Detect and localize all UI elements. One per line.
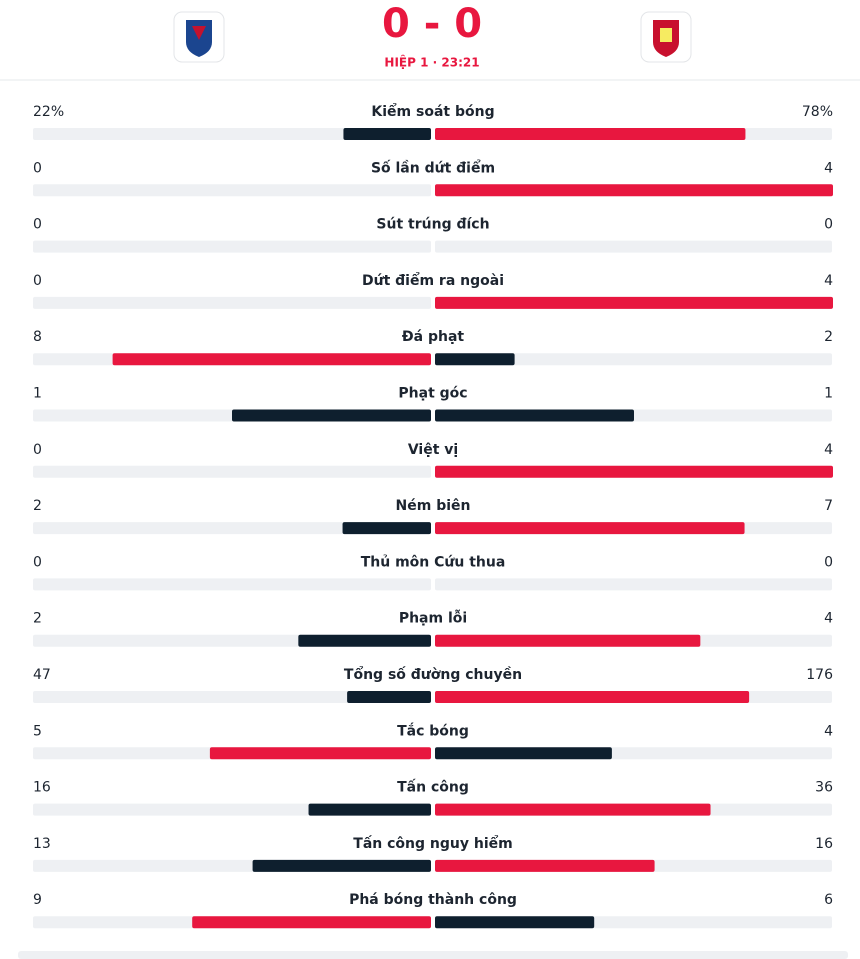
away-value: 4 xyxy=(824,160,833,176)
away-value: 16 xyxy=(815,836,833,852)
home-value: 1 xyxy=(33,386,42,402)
stat-label: Kiểm soát bóng xyxy=(371,103,494,120)
away-bar xyxy=(435,859,655,872)
away-bar xyxy=(435,128,746,140)
away-value: 2 xyxy=(824,329,833,345)
home-value: 0 xyxy=(33,554,42,570)
away-bar xyxy=(435,184,833,197)
stat-label: Dứt điểm ra ngoài xyxy=(362,272,504,289)
home-value: 5 xyxy=(33,723,42,739)
bar-track xyxy=(33,691,431,703)
bar-track xyxy=(435,240,832,253)
away-bar xyxy=(435,465,833,478)
home-bar xyxy=(252,859,431,872)
home-value: 13 xyxy=(33,836,51,852)
stat-label: Tấn công nguy hiểm xyxy=(353,835,512,852)
away-value: 36 xyxy=(815,780,833,796)
home-bar xyxy=(308,803,431,816)
home-value: 0 xyxy=(33,160,42,176)
bar-track xyxy=(33,128,431,140)
logo-mark xyxy=(192,26,206,40)
away-bar xyxy=(435,353,515,366)
stat-label: Đá phạt xyxy=(402,329,464,345)
stat-label: Phạm lỗi xyxy=(399,610,467,627)
away-bar xyxy=(435,803,711,816)
home-bar xyxy=(232,409,431,422)
away-value: 6 xyxy=(824,892,833,908)
away-bar xyxy=(435,916,595,929)
away-bar xyxy=(435,522,745,535)
away-value: 4 xyxy=(824,273,833,289)
home-value: 0 xyxy=(33,273,42,289)
away-bar xyxy=(435,634,701,647)
bar-track xyxy=(33,465,431,478)
match-period: HIỆP 1 · 23:21 xyxy=(384,55,479,70)
home-value: 2 xyxy=(33,498,42,514)
home-bar xyxy=(209,747,431,760)
logo-mark xyxy=(660,28,672,42)
away-value: 1 xyxy=(824,386,833,402)
home-value: 0 xyxy=(33,217,42,233)
home-value: 0 xyxy=(33,442,42,458)
home-value: 8 xyxy=(33,329,42,345)
away-value: 4 xyxy=(824,611,833,627)
away-value: 0 xyxy=(824,554,833,570)
stat-label: Việt vị xyxy=(408,442,458,458)
score: 0 - 0 xyxy=(382,1,482,47)
bar-track xyxy=(33,184,431,197)
stat-label: Số lần dứt điểm xyxy=(371,159,495,176)
home-bar xyxy=(298,634,431,647)
bar-track xyxy=(435,353,832,366)
away-value: 78% xyxy=(802,104,833,120)
stat-label: Phạt góc xyxy=(398,386,467,402)
home-value: 16 xyxy=(33,780,51,796)
away-value: 176 xyxy=(806,667,833,683)
away-value: 7 xyxy=(824,498,833,514)
bar-track xyxy=(33,240,431,253)
stat-label: Phá bóng thành công xyxy=(349,892,517,908)
away-value: 0 xyxy=(824,217,833,233)
stat-label: Tấn công xyxy=(397,779,469,796)
home-bar xyxy=(342,522,431,535)
home-logo[interactable] xyxy=(173,11,225,63)
home-value: 2 xyxy=(33,611,42,627)
header-bg xyxy=(0,0,860,80)
stat-label: Ném biên xyxy=(396,498,471,514)
home-bar xyxy=(343,128,431,140)
bar-track xyxy=(33,578,431,591)
home-value: 22% xyxy=(33,104,64,120)
bar-track xyxy=(33,296,431,309)
home-bar xyxy=(192,916,431,929)
away-bar xyxy=(435,409,634,422)
away-bar xyxy=(435,691,750,703)
bar-track xyxy=(33,522,431,535)
stat-label: Tổng số đường chuyền xyxy=(344,666,522,683)
stat-label: Thủ môn Cứu thua xyxy=(361,554,506,570)
home-bar xyxy=(347,691,431,703)
bar-track xyxy=(435,578,832,591)
away-value: 4 xyxy=(824,723,833,739)
away-logo[interactable] xyxy=(640,11,692,63)
home-value: 47 xyxy=(33,667,51,683)
footer-strip xyxy=(18,951,848,959)
home-value: 9 xyxy=(33,892,42,908)
stat-label: Tắc bóng xyxy=(397,722,469,739)
home-bar xyxy=(112,353,431,366)
away-bar xyxy=(435,296,833,309)
away-bar xyxy=(435,747,612,760)
away-value: 4 xyxy=(824,442,833,458)
stat-label: Sút trúng đích xyxy=(376,217,489,233)
